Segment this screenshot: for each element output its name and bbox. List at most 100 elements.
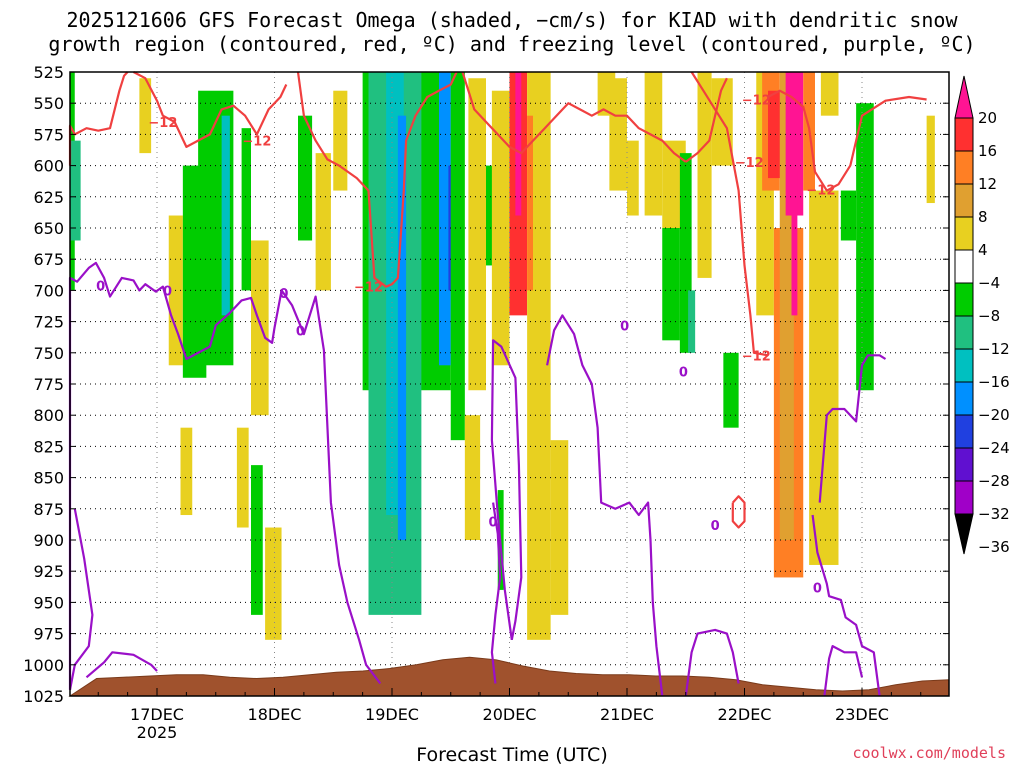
omega-cell [515, 72, 522, 216]
x-year-label: 2025 [137, 723, 178, 742]
omega-cell [662, 228, 680, 341]
colorbar-swatch [954, 348, 974, 383]
x-tick-label: 23DEC [835, 705, 889, 724]
omega-cell [450, 72, 465, 441]
omega-cell [856, 103, 874, 391]
freezing-contour-line [490, 502, 502, 684]
colorbar-swatch [954, 381, 974, 416]
colorbar-label: −8 [978, 307, 1000, 325]
y-tick-label: 750 [33, 344, 64, 363]
dgz-contour-line [132, 71, 288, 148]
colorbar-swatch [954, 117, 974, 152]
omega-cell [627, 140, 639, 216]
y-tick-label: 700 [33, 281, 64, 300]
omega-cell [609, 78, 627, 191]
colorbar-label: 12 [978, 175, 997, 193]
x-tick-label: 19DEC [365, 705, 419, 724]
omega-cell [298, 115, 313, 241]
y-tick-label: 850 [33, 469, 64, 488]
dgz-contour-line [731, 495, 746, 529]
colorbar: 20 16 12 8 4 −4 −8 −12 −16 −20 −24 −28 −32 −36 [954, 75, 1010, 556]
dgz-contour-label: −12 [806, 183, 835, 198]
x-tick-label: 21DEC [600, 705, 654, 724]
omega-cell [926, 115, 935, 204]
omega-cell [644, 72, 663, 216]
colorbar-label: −16 [978, 373, 1010, 391]
y-tick-label: 775 [33, 375, 64, 394]
colorbar-label: −36 [978, 538, 1010, 556]
omega-cell [697, 72, 712, 278]
dgz-contour-label: −12 [742, 349, 771, 364]
omega-cell [180, 427, 193, 516]
y-tick-label: 875 [33, 500, 64, 519]
omega-cell [550, 440, 569, 615]
freezing-contour-label: 0 [163, 284, 172, 299]
colorbar-label: −4 [978, 274, 1000, 292]
x-axis: 17DEC 18DEC 19DEC 20DEC 21DEC 22DEC 23DEC 2025 [97, 688, 922, 742]
credit-link[interactable]: coolwx.com/models [852, 744, 1006, 762]
colorbar-label: −28 [978, 472, 1010, 490]
colorbar-swatch [954, 183, 974, 218]
dgz-contour-line [690, 71, 769, 357]
dgz-contour-line [296, 71, 458, 288]
colorbar-label: −12 [978, 340, 1010, 358]
y-tick-label: 950 [33, 593, 64, 612]
omega-cell [809, 190, 839, 565]
y-tick-label: 525 [33, 63, 64, 82]
colorbar-label: 16 [978, 142, 997, 160]
freezing-contour-label: 0 [813, 581, 822, 596]
colorbar-label: 8 [978, 208, 988, 226]
colorbar-label: −20 [978, 406, 1010, 424]
dgz-contour-label: −12 [742, 93, 771, 108]
omega-cell [70, 140, 81, 241]
y-tick-label: 675 [33, 250, 64, 269]
terrain-fill [68, 656, 950, 697]
y-tick-label: 975 [33, 625, 64, 644]
y-tick-label: 725 [33, 313, 64, 332]
freezing-contour-line [85, 651, 158, 679]
y-tick-label: 1000 [23, 656, 64, 675]
x-tick-label: 17DEC [130, 705, 184, 724]
terrain-surface [68, 656, 950, 697]
y-tick-label: 550 [33, 94, 64, 113]
freezing-contour-label: 0 [96, 279, 105, 294]
dgz-contour-line [767, 89, 927, 192]
x-tick-label: 20DEC [483, 705, 537, 724]
freezing-contour-label: 0 [489, 515, 498, 530]
freezing-contour-line [490, 339, 523, 641]
chart-title-line-2: growth region (contoured, red, ºC) and f… [48, 32, 976, 56]
freezing-contour-label: 0 [711, 519, 720, 534]
omega-cell [527, 115, 533, 291]
colorbar-label: 4 [978, 241, 988, 259]
dgz-contour-line [685, 77, 728, 163]
dgz-contour-label: −12 [148, 116, 177, 131]
freezing-contour-label: 0 [679, 366, 688, 381]
x-tick-label: 18DEC [248, 705, 302, 724]
freezing-contour-line [68, 508, 94, 691]
freezing-contour-line [68, 261, 382, 690]
omega-cell [468, 78, 486, 391]
y-tick-label: 825 [33, 437, 64, 456]
omega-cell [679, 153, 692, 353]
omega-cell [840, 190, 857, 241]
omega-cell [241, 128, 251, 291]
omega-cell [333, 90, 348, 191]
dgz-contour-label: −12 [354, 281, 383, 296]
freezing-contour-label: 0 [620, 319, 629, 334]
freezing-contour-label: 0 [279, 287, 288, 302]
freezing-contour-line [684, 628, 740, 697]
omega-cell [139, 78, 152, 154]
freezing-contour-line [818, 354, 887, 503]
y-tick-label: 625 [33, 188, 64, 207]
omega-cell [236, 427, 249, 528]
x-axis-title: Forecast Time (UTC) [416, 744, 608, 766]
y-tick-label: 800 [33, 406, 64, 425]
omega-cell [791, 165, 798, 316]
freezing-contour-line [546, 314, 664, 697]
dgz-contour-label: −12 [735, 156, 764, 171]
y-tick-label: 650 [33, 219, 64, 238]
colorbar-swatch [954, 315, 974, 350]
colorbar-swatch [954, 216, 974, 251]
y-tick-label: 575 [33, 125, 64, 144]
